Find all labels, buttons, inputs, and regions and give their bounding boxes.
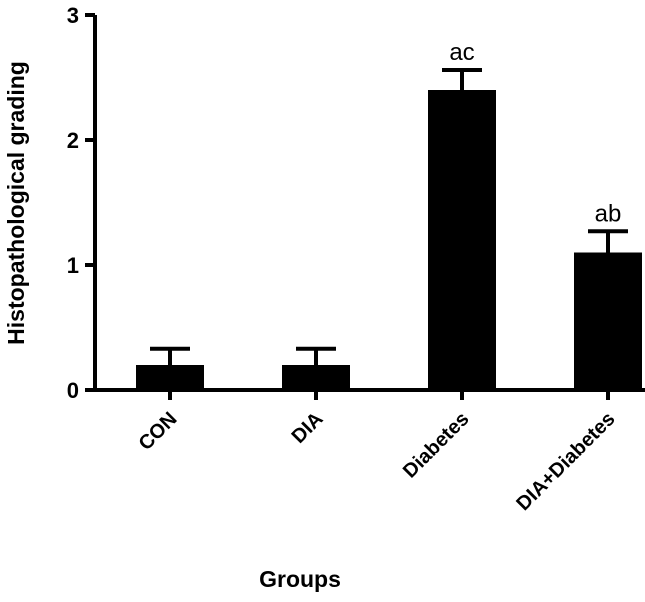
- bar: [136, 365, 204, 390]
- significance-label: ac: [449, 39, 474, 66]
- x-axis-title: Groups: [259, 566, 341, 592]
- axes: 0 1 2 3: [67, 3, 645, 403]
- bar: [428, 90, 496, 390]
- y-tick-label: 2: [67, 128, 79, 153]
- x-tick-label: DIA: [288, 408, 328, 448]
- x-tick-label: CON: [135, 408, 182, 455]
- y-axis-title: Histopathological grading: [3, 61, 29, 345]
- bar: [282, 365, 350, 390]
- y-tick-label: 3: [67, 3, 79, 28]
- significance-label: ab: [595, 200, 622, 227]
- bar: [574, 252, 642, 390]
- bars: [136, 68, 642, 390]
- x-tick-label: Diabetes: [399, 408, 474, 483]
- labels: CON DIA ac Diabetes ab DIA+Diabetes: [135, 39, 622, 515]
- y-tick-label: 1: [67, 253, 79, 278]
- y-tick-label: 0: [67, 378, 79, 403]
- x-tick-label: DIA+Diabetes: [512, 408, 619, 515]
